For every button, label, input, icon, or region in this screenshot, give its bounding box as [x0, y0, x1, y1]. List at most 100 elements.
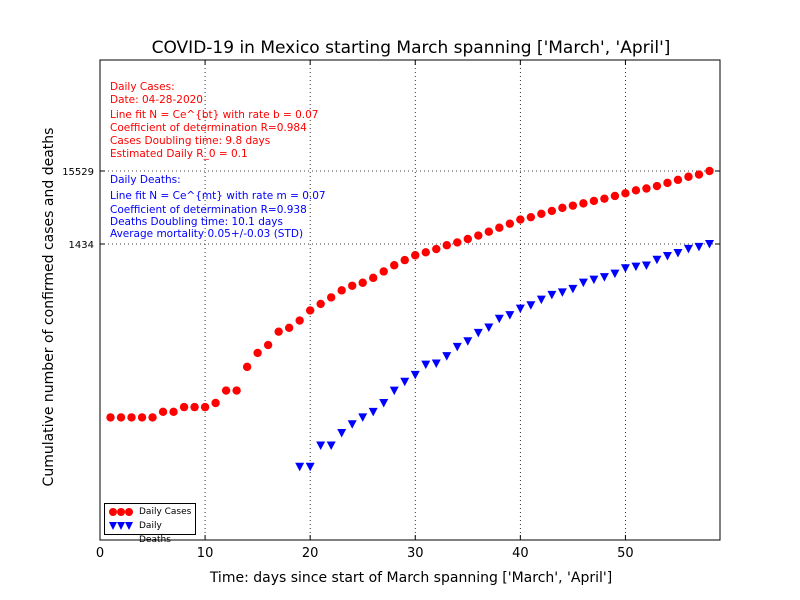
cases-point [589, 196, 599, 206]
cases-point [337, 286, 346, 295]
legend-cases-marker [109, 508, 133, 516]
cases-point [348, 281, 357, 290]
legend-deaths-marker [109, 522, 133, 530]
cases-point [358, 278, 367, 287]
deaths-point [400, 377, 410, 387]
deaths-point [421, 360, 431, 370]
x-axis-label: Time: days since start of March spanning… [209, 570, 612, 586]
deaths-annotation-doubling: Deaths Doubling time: 10.1 days [110, 216, 283, 228]
deaths-annotation-fit: Line fit N = Ce^{mt} with rate m = 0.07 [110, 190, 326, 202]
cases-point [263, 340, 273, 350]
legend-entry-deaths: Daily Deaths [107, 519, 195, 545]
cases-point [568, 201, 578, 210]
deaths-point [389, 386, 399, 396]
deaths-point [610, 269, 620, 279]
cases-point [295, 316, 304, 325]
y-tick-label: 15529 [62, 167, 94, 178]
chart-title: COVID-19 in Mexico starting March spanni… [152, 38, 671, 58]
x-tick-label: 50 [617, 546, 634, 561]
x-tick-label: 40 [512, 546, 529, 561]
cases-point [474, 231, 483, 240]
cases-point [211, 398, 220, 408]
deaths-point [620, 264, 630, 273]
deaths-point [358, 413, 368, 422]
deaths-point [536, 295, 546, 305]
cases-annotation-r0: Estimated Daily R_0 = 0.1 [110, 148, 248, 160]
deaths-annotation-heading: Daily Deaths: [110, 174, 181, 186]
cases-point [148, 413, 157, 422]
cases-point [421, 248, 430, 257]
cases-point [432, 244, 441, 254]
cases-annotation-heading: Daily Cases: [110, 81, 175, 93]
deaths-point [295, 462, 305, 472]
deaths-series [295, 240, 714, 472]
cases-point [274, 327, 283, 336]
cases-point [705, 166, 714, 176]
cases-point [442, 241, 451, 250]
deaths-point [599, 273, 609, 282]
cases-point [673, 175, 683, 185]
cases-series [106, 166, 714, 422]
deaths-point [704, 240, 714, 249]
deaths-point [662, 251, 672, 261]
cases-point [369, 273, 378, 283]
deaths-point [337, 429, 347, 438]
cases-point [158, 407, 168, 417]
deaths-point [652, 255, 662, 265]
cases-point [495, 223, 504, 232]
cases-point [600, 194, 609, 203]
cases-point [642, 184, 651, 193]
deaths-point [347, 420, 357, 429]
cases-point [453, 238, 462, 247]
cases-point [326, 293, 336, 302]
cases-point [652, 181, 662, 191]
deaths-point [442, 352, 452, 361]
deaths-point [463, 337, 473, 346]
cases-point [579, 199, 588, 208]
deaths-point [473, 328, 483, 338]
cases-point [137, 413, 147, 422]
deaths-point [494, 314, 504, 324]
cases-point [516, 215, 525, 224]
cases-point [463, 234, 472, 244]
cases-point [316, 299, 325, 309]
cases-point [200, 402, 210, 412]
chart-legend: Daily Cases Daily Deaths [104, 503, 196, 545]
cases-annotation-fit: Line fit N = Ce^{bt} with rate b = 0.07 [110, 109, 319, 121]
deaths-point [305, 462, 315, 472]
deaths-point [505, 311, 515, 320]
cases-annotation-doubling: Cases Doubling time: 9.8 days [110, 135, 271, 147]
cases-point [484, 227, 494, 236]
deaths-point [683, 244, 693, 254]
deaths-point [547, 290, 557, 300]
grid-lines [100, 60, 720, 540]
cases-point [232, 386, 241, 395]
deaths-point [515, 304, 525, 314]
x-tick-label: 20 [302, 546, 319, 561]
cases-point [190, 402, 199, 412]
deaths-point [484, 323, 494, 333]
cases-point [127, 413, 136, 422]
x-tick-label: 30 [407, 546, 424, 561]
cases-point [253, 348, 262, 358]
deaths-point [673, 249, 683, 258]
deaths-point [589, 275, 599, 285]
cases-point [547, 206, 557, 216]
cases-point [169, 407, 178, 417]
cases-point [694, 170, 704, 179]
deaths-annotation-mortality: Average mortality 0.05+/-0.03 (STD) [110, 228, 304, 240]
cases-point [116, 413, 126, 422]
cases-point [621, 189, 630, 198]
cases-point [400, 255, 409, 265]
y-axis-label: Cumulative number of confirmed cases and… [41, 128, 57, 487]
cases-point [558, 203, 567, 213]
deaths-point [326, 441, 336, 450]
deaths-point [631, 262, 641, 272]
deaths-point [694, 242, 704, 252]
cases-point [179, 402, 189, 412]
deaths-point [410, 370, 420, 380]
cases-point [663, 178, 672, 188]
deaths-annotation-r2: Coefficient of determination R=0.938 [110, 204, 307, 216]
cases-annotation-r2: Coefficient of determination R=0.984 [110, 122, 307, 134]
